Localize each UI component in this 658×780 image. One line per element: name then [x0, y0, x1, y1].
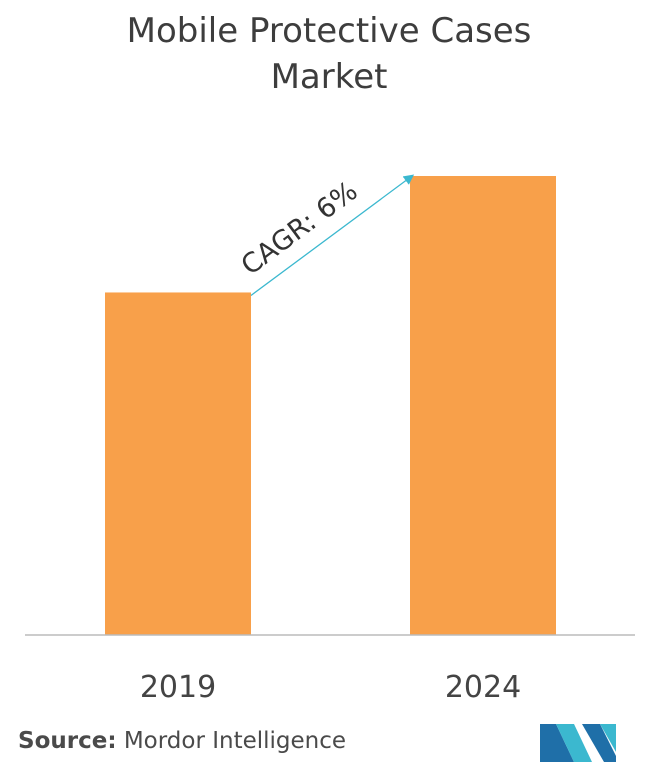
mordor-intelligence-logo	[540, 724, 616, 762]
cagr-arrow	[250, 174, 415, 296]
chart-title-line-2: Market	[270, 57, 388, 97]
cagr-label: CAGR: 6%	[236, 176, 364, 282]
source-note: Source: Mordor Intelligence	[18, 728, 346, 754]
chart-title: Mobile Protective Cases Market	[0, 8, 658, 100]
bar-2024	[410, 176, 556, 635]
chart-title-line-1: Mobile Protective Cases	[126, 11, 532, 51]
source-label: Source:	[18, 728, 117, 754]
x-tick-label: 2019	[140, 670, 216, 700]
bar-chart: CAGR: 6% 2019 2024	[25, 174, 635, 700]
source-value: Mordor Intelligence	[123, 728, 347, 754]
bar-2019	[105, 292, 251, 635]
x-tick-label: 2024	[445, 670, 521, 700]
